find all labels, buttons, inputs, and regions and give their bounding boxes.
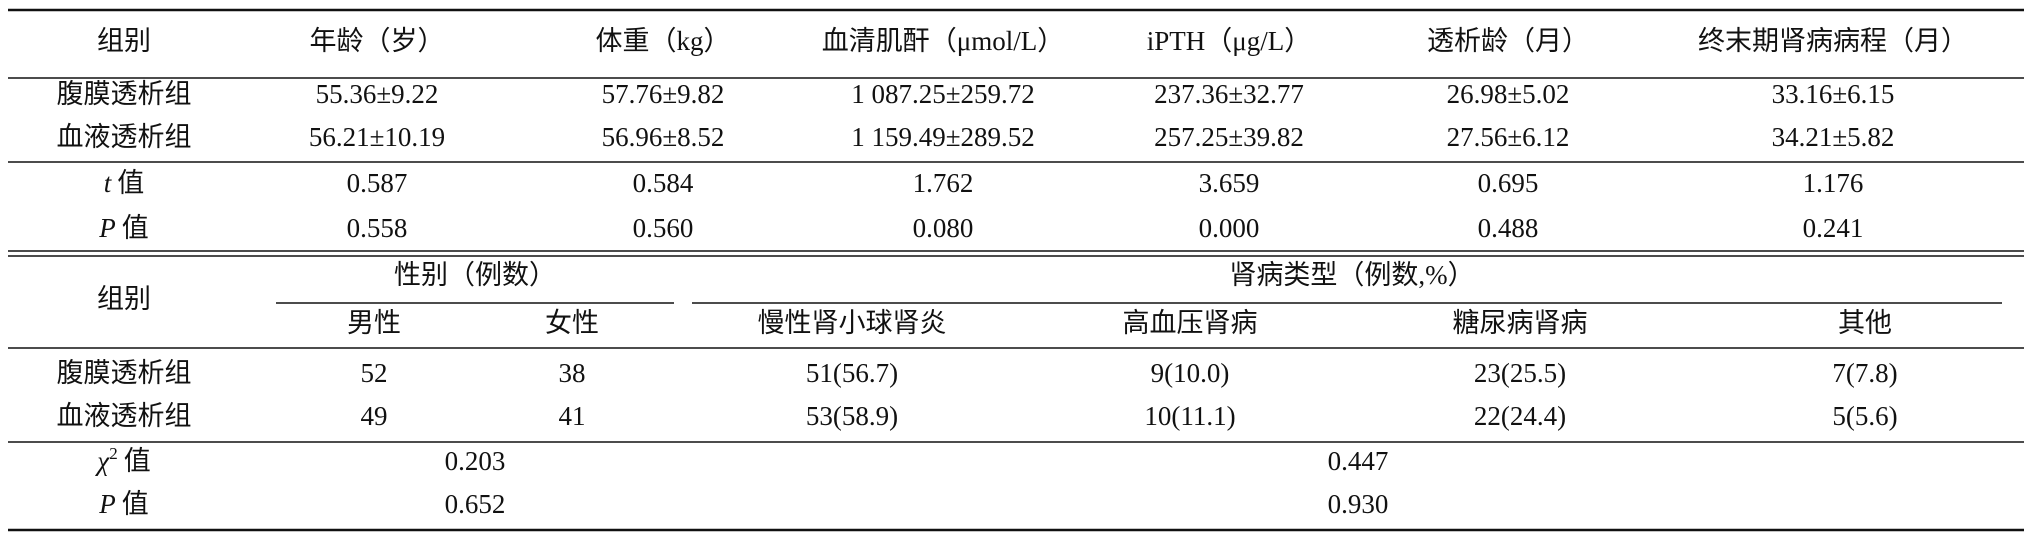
cell: 27.56±6.12 bbox=[1447, 122, 1570, 152]
stat-value: 0.930 bbox=[1328, 489, 1389, 519]
column-header: iPTH（μg/L） bbox=[1147, 26, 1311, 56]
stat-symbol: P bbox=[98, 489, 116, 519]
stat-value: 0.558 bbox=[347, 213, 408, 243]
stat-value: 3.659 bbox=[1199, 168, 1260, 198]
stat-value: 0.695 bbox=[1478, 168, 1539, 198]
stat-value: 0.488 bbox=[1478, 213, 1539, 243]
cell: 257.25±39.82 bbox=[1154, 122, 1304, 152]
stat-value: 0.560 bbox=[633, 213, 694, 243]
cell: 52 bbox=[361, 358, 388, 388]
cell: 56.96±8.52 bbox=[602, 122, 725, 152]
stat-value: 0.000 bbox=[1199, 213, 1260, 243]
cell: 41 bbox=[559, 401, 586, 431]
stat-value: 0.584 bbox=[633, 168, 694, 198]
column-header: 组别 bbox=[97, 26, 151, 56]
stat-word: 值 bbox=[122, 213, 149, 243]
column-header: 体重（kg） bbox=[596, 26, 731, 56]
column-header: 女性 bbox=[545, 308, 599, 338]
stat-value: 0.447 bbox=[1328, 446, 1389, 476]
cell: 38 bbox=[559, 358, 586, 388]
stat-value: 0.203 bbox=[445, 446, 506, 476]
cell: 1 087.25±259.72 bbox=[851, 79, 1035, 109]
cell: 7(7.8) bbox=[1832, 358, 1897, 388]
row-label: 血液透析组 bbox=[57, 122, 192, 152]
column-group-header: 肾病类型（例数,%） bbox=[1229, 260, 1474, 290]
cell: 22(24.4) bbox=[1474, 401, 1566, 431]
cell: 1 159.49±289.52 bbox=[851, 122, 1035, 152]
cell: 57.76±9.82 bbox=[602, 79, 725, 109]
stat-word: 值 bbox=[122, 489, 149, 519]
stat-symbol: χ bbox=[94, 446, 110, 476]
column-header: 血清肌酐（μmol/L） bbox=[822, 26, 1064, 56]
column-header: 年龄（岁） bbox=[310, 26, 445, 56]
stat-value: 0.652 bbox=[445, 489, 506, 519]
stat-word: 值 bbox=[117, 168, 144, 198]
stat-value: 0.241 bbox=[1803, 213, 1864, 243]
stat-value: 1.176 bbox=[1803, 168, 1864, 198]
cell: 49 bbox=[361, 401, 388, 431]
column-header: 高血压肾病 bbox=[1123, 308, 1258, 338]
cell: 34.21±5.82 bbox=[1772, 122, 1895, 152]
row-label: 腹膜透析组 bbox=[57, 358, 192, 388]
cell: 23(25.5) bbox=[1474, 358, 1566, 388]
cell: 26.98±5.02 bbox=[1447, 79, 1570, 109]
stat-value: 0.080 bbox=[913, 213, 974, 243]
cell: 10(11.1) bbox=[1144, 401, 1235, 431]
cell: 33.16±6.15 bbox=[1772, 79, 1895, 109]
column-header: 男性 bbox=[347, 308, 401, 338]
stat-label: χ2 值 bbox=[94, 444, 150, 476]
cell: 55.36±9.22 bbox=[316, 79, 439, 109]
cell: 5(5.6) bbox=[1832, 401, 1897, 431]
cell: 53(58.9) bbox=[806, 401, 898, 431]
column-header: 糖尿病肾病 bbox=[1453, 308, 1588, 338]
column-header: 组别 bbox=[97, 284, 151, 314]
stat-symbol: P bbox=[98, 213, 116, 243]
cell: 56.21±10.19 bbox=[309, 122, 445, 152]
row-label: 腹膜透析组 bbox=[57, 79, 192, 109]
stat-superscript: 2 bbox=[109, 444, 118, 463]
cell: 237.36±32.77 bbox=[1154, 79, 1304, 109]
column-header: 透析龄（月） bbox=[1427, 26, 1589, 56]
column-header: 终末期肾病病程（月） bbox=[1698, 26, 1968, 56]
row-label: 血液透析组 bbox=[57, 401, 192, 431]
column-header: 慢性肾小球肾炎 bbox=[758, 308, 947, 338]
cell: 51(56.7) bbox=[806, 358, 898, 388]
stat-word: 值 bbox=[124, 446, 151, 476]
cell: 9(10.0) bbox=[1151, 358, 1230, 388]
stat-value: 1.762 bbox=[913, 168, 974, 198]
column-header: 其他 bbox=[1838, 308, 1892, 338]
stat-value: 0.587 bbox=[347, 168, 408, 198]
column-group-header: 性别（例数） bbox=[394, 260, 556, 290]
stat-symbol: t bbox=[104, 168, 113, 198]
